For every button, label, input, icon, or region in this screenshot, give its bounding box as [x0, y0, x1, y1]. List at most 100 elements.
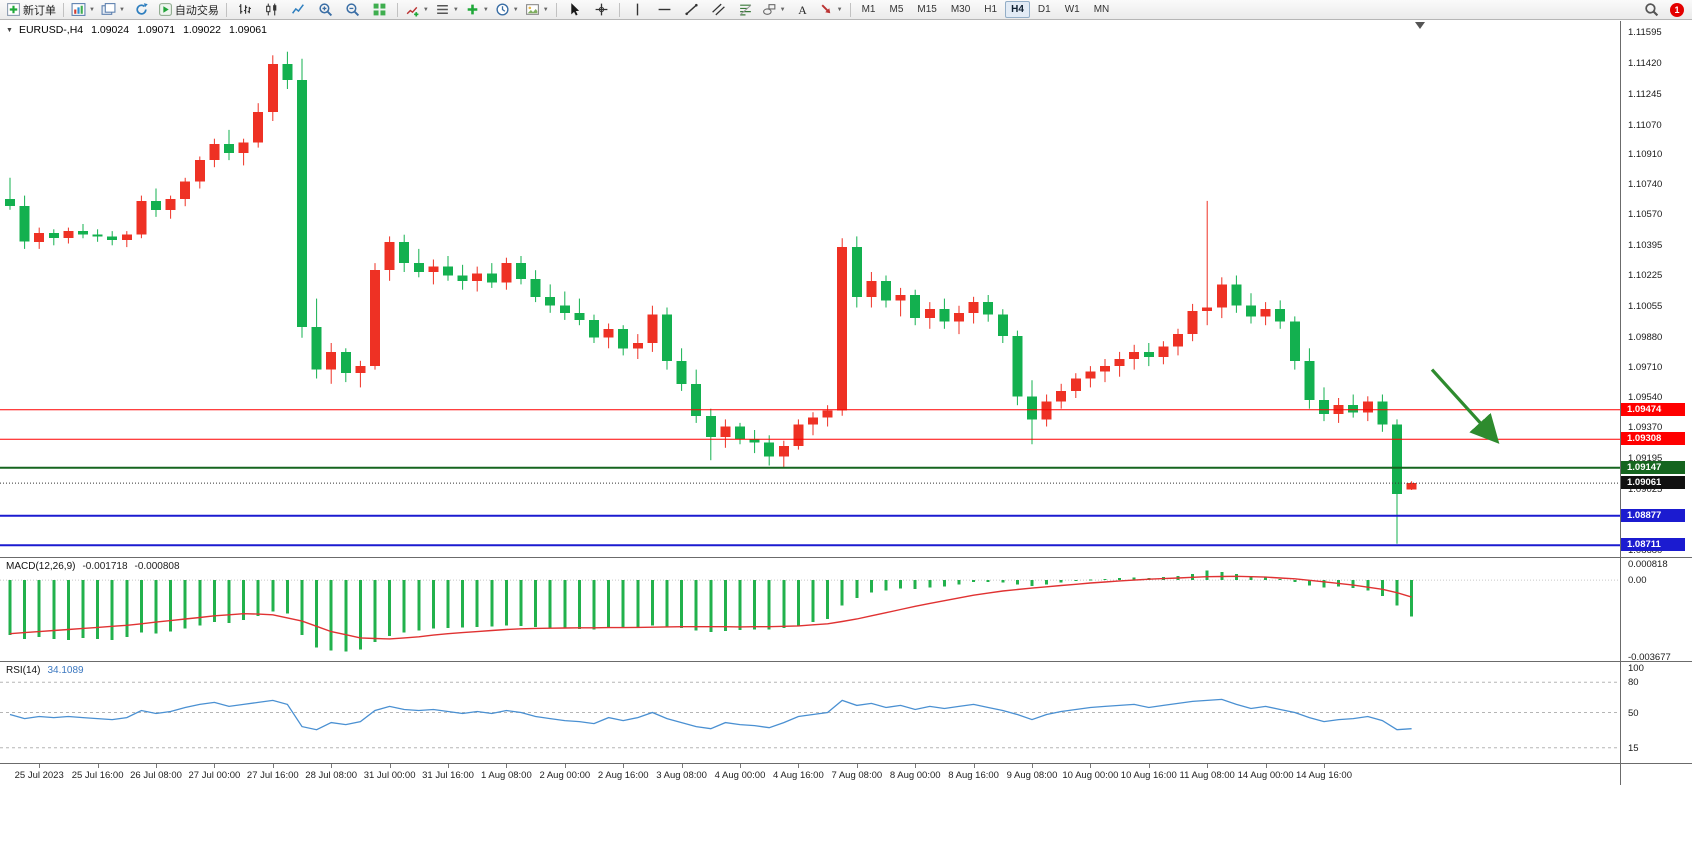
notification-badge[interactable]: 1: [1670, 2, 1684, 17]
time-axis[interactable]: 25 Jul 2023 25 Jul 16:00 26 Jul 08:00 27 Ju…: [0, 764, 1620, 785]
price-level-badge: 1.09308: [1621, 432, 1685, 446]
timeframe-m30-button[interactable]: M30: [950, 4, 971, 15]
time-label: 8 Aug 16:00: [948, 770, 999, 781]
vertical-line-button[interactable]: [624, 0, 651, 20]
channel-icon: [711, 3, 725, 16]
toolbar-group: ▼ A ▼: [624, 0, 846, 20]
horizontal-line-button[interactable]: [651, 0, 678, 20]
cursor-button[interactable]: [561, 0, 588, 20]
price-tick: 1.09880: [1628, 331, 1663, 343]
time-label: 14 Aug 00:00: [1237, 770, 1294, 781]
profiles-button[interactable]: ▼: [98, 0, 128, 20]
rsi-plot[interactable]: [0, 662, 1692, 763]
one-click-expand-icon[interactable]: ▼: [6, 26, 13, 34]
arrows-button[interactable]: ▼: [816, 0, 846, 20]
timeframe-m5-button[interactable]: M5: [889, 4, 904, 15]
rsi-title: RSI(14): [6, 665, 41, 676]
price-tick: 1.11070: [1628, 120, 1662, 132]
toolbar-group: 新订单: [3, 0, 59, 20]
candlestick-chart-button[interactable]: [258, 0, 285, 20]
price-tick: 1.11245: [1628, 89, 1662, 101]
timeframe-mn-button[interactable]: MN: [1093, 4, 1110, 15]
timeframe-m15-button[interactable]: M15: [917, 4, 937, 15]
toolbar-separator: [63, 2, 64, 17]
bar-chart-button[interactable]: [231, 0, 258, 20]
price-tick: 1.10055: [1628, 300, 1663, 312]
search-button[interactable]: [1638, 0, 1665, 20]
price-level-badge: 1.08711: [1621, 538, 1685, 552]
zoom-in-button[interactable]: [312, 0, 339, 20]
panel-separator[interactable]: [0, 661, 1692, 662]
templates-button[interactable]: ▼: [522, 0, 552, 20]
new-indicator-icon: [406, 6, 419, 17]
time-tick-mark: [1324, 764, 1325, 768]
macd-axis-label: 0.00: [1628, 575, 1647, 587]
rsi-axis-label: 100: [1628, 663, 1644, 674]
toolbar-group: ▼ ▼ ▼ ▼ ▼: [402, 0, 552, 20]
refresh-button[interactable]: [128, 0, 155, 20]
timeframe-w1-button[interactable]: W1: [1064, 4, 1080, 15]
shapes-icon: [762, 4, 776, 15]
macd-plot[interactable]: [0, 558, 1692, 661]
time-label: 27 Jul 00:00: [188, 770, 241, 781]
time-label: 2 Aug 00:00: [539, 770, 591, 781]
fibo-icon: [739, 4, 751, 16]
timeframe-m1-button[interactable]: M1: [861, 4, 876, 15]
cursor-icon: [570, 3, 579, 16]
time-label: 31 Jul 16:00: [422, 770, 474, 781]
shapes-button[interactable]: ▼: [759, 0, 789, 20]
price-tick: 1.10740: [1628, 178, 1663, 190]
toolbar-buttons: 新订单 ▼ ▼ 自动交易 ▼ ▼ ▼ ▼ ▼ ▼ A ▼ M1 M5 M15 M30 H1 H4 D1 W1 MN: [3, 0, 1116, 20]
time-label: 10 Aug 00:00: [1062, 770, 1119, 781]
add-indicator-button[interactable]: ▼: [462, 0, 492, 20]
vline-icon: [636, 3, 638, 16]
crosshair-icon: [595, 3, 608, 16]
new-order-icon: [7, 3, 20, 16]
time-label: 11 Aug 08:00: [1179, 770, 1235, 781]
indicators-button[interactable]: ▼: [402, 0, 432, 20]
price-tick: 1.10395: [1628, 240, 1663, 252]
svg-text:A: A: [798, 4, 807, 17]
periods-button[interactable]: ▼: [492, 0, 522, 20]
macd-signal-value: -0.000808: [134, 561, 180, 572]
rsi-label: RSI(14) 34.1089: [6, 665, 84, 676]
text-icon: A: [798, 4, 807, 17]
timeframe-h1-button[interactable]: H1: [984, 4, 998, 15]
search-icon: [1645, 3, 1659, 17]
autotrade-button[interactable]: 自动交易: [155, 0, 222, 20]
price-tick: 1.09710: [1628, 361, 1663, 373]
macd-axis-label: -0.003677: [1628, 652, 1671, 664]
zoom-in-icon: [319, 3, 332, 17]
panel-separator[interactable]: [0, 557, 1692, 558]
toolbar-separator: [618, 2, 620, 17]
tile-windows-button[interactable]: [366, 0, 393, 20]
objects-list-icon: [437, 5, 448, 14]
time-label: 8 Aug 00:00: [889, 770, 941, 781]
zoom-out-button[interactable]: [339, 0, 366, 20]
rsi-axis-label: 15: [1628, 742, 1639, 754]
line-chart-button[interactable]: [285, 0, 312, 20]
new-order-button[interactable]: 新订单: [3, 0, 59, 20]
toolbar: 新订单 ▼ ▼ 自动交易 ▼ ▼ ▼ ▼ ▼ ▼ A ▼ M1 M5 M15 M30 H1 H4 D1 W1 MN 1: [0, 0, 1692, 20]
price-tick: 1.09370: [1628, 422, 1663, 434]
timeframe-h4-button[interactable]: H4: [1005, 1, 1030, 18]
down-arrow-annotation: [1430, 368, 1500, 444]
objects-list-button[interactable]: ▼: [432, 0, 462, 20]
new-chart-button[interactable]: ▼: [68, 0, 98, 20]
time-tick-mark: [1265, 764, 1267, 768]
trendline-button[interactable]: [678, 0, 705, 20]
equidistant-channel-button[interactable]: [705, 0, 732, 20]
time-tick-mark: [156, 764, 157, 768]
fibonacci-button[interactable]: [732, 0, 759, 20]
candlestick-plot[interactable]: [0, 21, 1692, 557]
crosshair-button[interactable]: [588, 0, 615, 20]
price-tick: 1.10570: [1628, 209, 1663, 221]
text-button[interactable]: A: [789, 0, 816, 20]
time-label: 4 Aug 16:00: [773, 770, 824, 781]
rsi-value: 34.1089: [47, 665, 84, 676]
timeframe-d1-button[interactable]: D1: [1037, 4, 1051, 15]
price-axis[interactable]: 1.11595 1.11420 1.11245 1.11070 1.10910 1.107…: [1621, 21, 1692, 785]
time-label: 3 Aug 08:00: [656, 770, 707, 781]
macd-axis-label: 0.000818: [1628, 559, 1668, 570]
time-tick-mark: [681, 764, 683, 768]
